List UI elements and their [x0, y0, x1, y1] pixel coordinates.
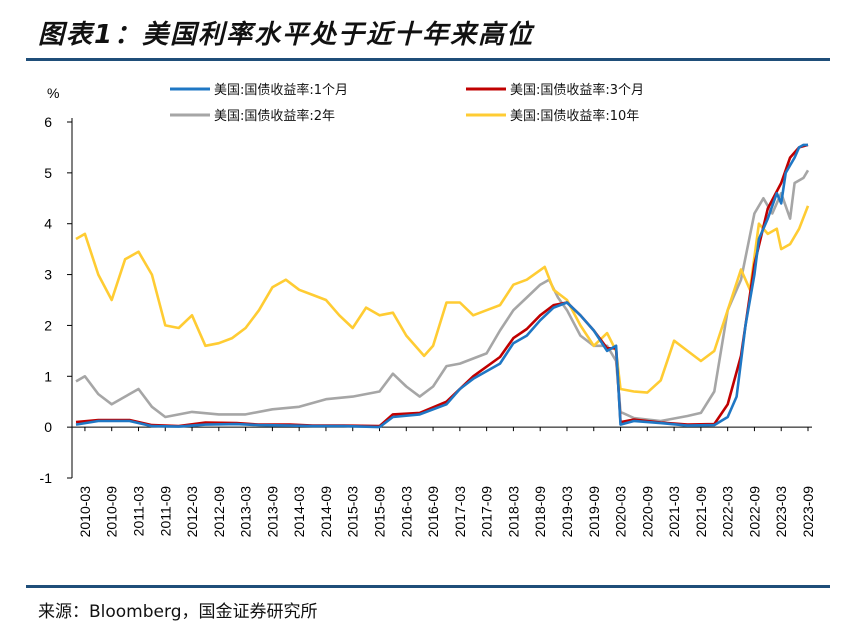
- series-line-1: [75, 143, 809, 428]
- x-tick-label: 2018-09: [532, 486, 548, 538]
- x-tick-label: 2014-03: [291, 486, 307, 538]
- x-tick-label: 2021-09: [693, 486, 709, 538]
- series-lines: [75, 143, 810, 429]
- legend-label-3: 美国:国债收益率:10年: [510, 108, 639, 124]
- x-tick-label: 2013-03: [238, 486, 254, 538]
- x-tick-label: 2019-09: [586, 486, 602, 538]
- x-tick-label: 2015-03: [345, 486, 361, 538]
- x-tick-label: 2010-09: [104, 486, 120, 538]
- x-tick-label: 2014-09: [318, 486, 334, 538]
- x-tick-label: 2011-03: [130, 486, 146, 537]
- y-tick-label: 0: [44, 419, 52, 435]
- x-tick-label: 2023-09: [800, 486, 816, 538]
- x-tick-label: 2021-03: [666, 486, 682, 538]
- chart-title: 图表1：美国利率水平处于近十年来高位: [38, 20, 535, 50]
- x-tick-label: 2023-03: [773, 486, 789, 538]
- y-tick-label: 2: [44, 317, 52, 333]
- legend-label-2: 美国:国债收益率:2年: [214, 108, 335, 124]
- legend-label-1: 美国:国债收益率:3个月: [510, 82, 644, 98]
- x-tick-label: 2012-09: [211, 486, 227, 538]
- x-tick-label: 2010-03: [77, 486, 93, 538]
- y-axis-label: %: [47, 85, 59, 101]
- x-tick-label: 2011-09: [157, 486, 173, 537]
- y-tick-labels: -1 0 1 2 3 4 5 6%: [40, 85, 60, 486]
- x-tick-label: 2022-03: [720, 486, 736, 538]
- top-divider: [26, 58, 830, 61]
- y-tick-label: -1: [40, 470, 53, 486]
- bottom-divider: [26, 585, 830, 588]
- source-note: 来源：Bloomberg，国金证券研究所: [38, 602, 318, 622]
- x-tick-label: 2017-09: [479, 486, 495, 538]
- y-tick-label: 4: [44, 216, 52, 232]
- x-tick-label: 2020-03: [613, 486, 629, 538]
- x-tick-label: 2016-09: [425, 486, 441, 538]
- y-tick-label: 6: [44, 114, 52, 130]
- x-tick-label: 2022-09: [746, 486, 762, 538]
- axes: [67, 118, 812, 479]
- y-tick-label: 5: [44, 165, 52, 181]
- x-tick-label: 2017-03: [452, 486, 468, 538]
- legend-label-0: 美国:国债收益率:1个月: [214, 82, 348, 98]
- x-tick-label: 2015-09: [372, 486, 388, 538]
- x-tick-label: 2016-03: [398, 486, 414, 538]
- x-tick-label: 2020-09: [639, 486, 655, 538]
- x-tick-labels: 2010-03 2010-09 2011-03 2011-09 2012-03 2012-…: [77, 486, 816, 538]
- x-tick-label: 2019-03: [559, 486, 575, 538]
- y-tick-label: 1: [44, 368, 52, 384]
- x-tick-label: 2012-03: [184, 486, 200, 538]
- series-line-2: [75, 169, 810, 423]
- y-tick-label: 3: [44, 267, 52, 283]
- series-line-0: [75, 143, 808, 429]
- x-tick-label: 2013-09: [264, 486, 280, 538]
- x-tick-label: 2018-03: [505, 486, 521, 538]
- series-line-3: [75, 205, 810, 394]
